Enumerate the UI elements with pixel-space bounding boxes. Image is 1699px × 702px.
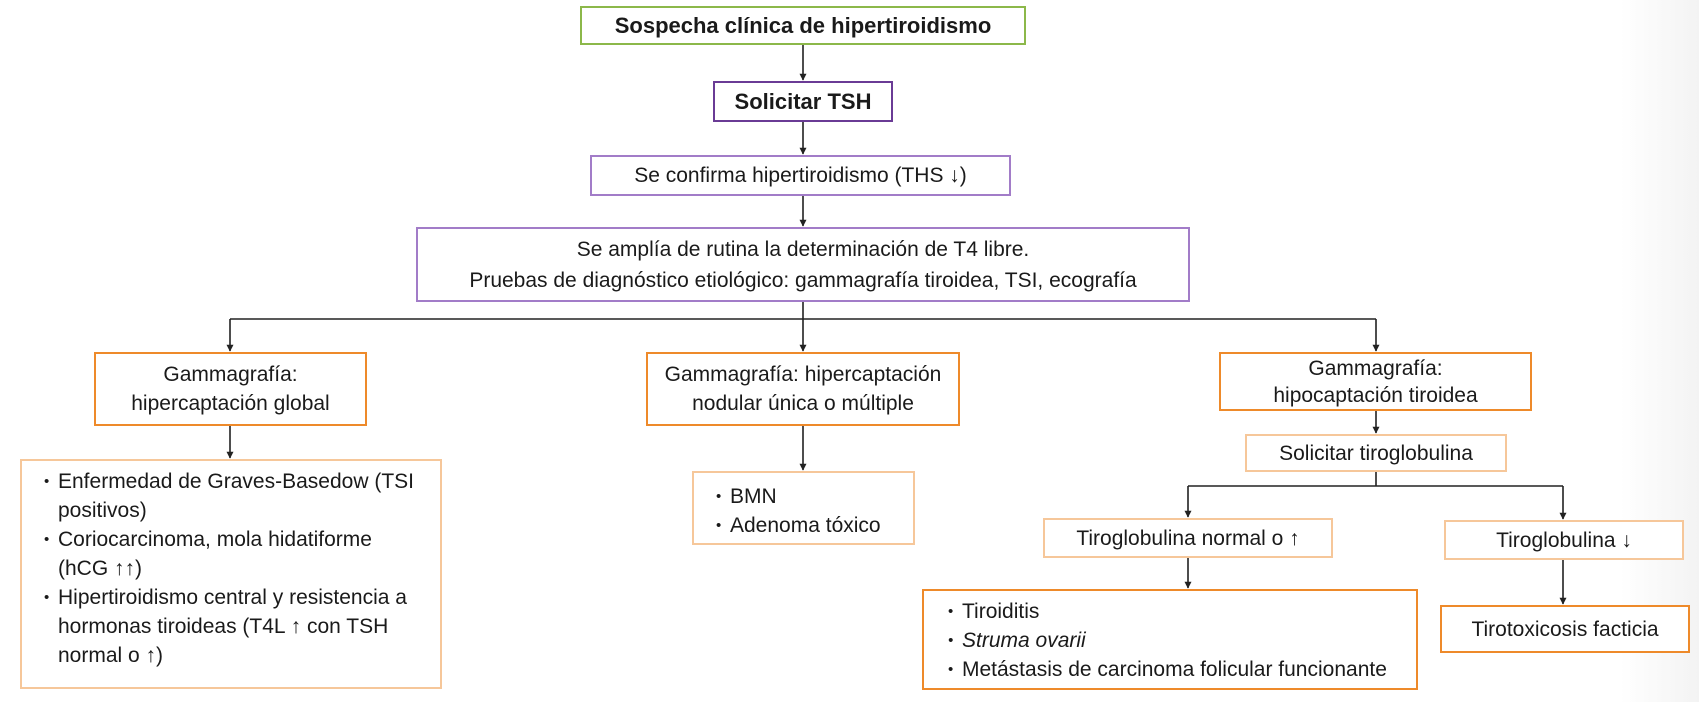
tg-normal-text: Tiroglobulina normal o ↑ (1076, 526, 1300, 550)
global-causes-list: Enfermedad de Graves-Basedow (TSI positi… (20, 459, 442, 689)
factitious-box: Tirotoxicosis facticia (1440, 605, 1690, 653)
hypo-uptake-line-2: hipocaptación tiroidea (1273, 383, 1478, 407)
global-uptake-box: Gammagrafía: hipercaptación global (94, 352, 367, 426)
tg-normal-causes-list: Tiroiditis Struma ovarii Metástasis de c… (922, 589, 1418, 690)
list-item: BMN (716, 482, 903, 511)
nodular-uptake-line-2: nodular única o múltiple (692, 392, 914, 415)
factitious-text: Tirotoxicosis facticia (1471, 617, 1659, 641)
global-uptake-line-2: hipercaptación global (131, 392, 330, 415)
suspicion-text: Sospecha clínica de hipertiroidismo (614, 13, 992, 38)
global-uptake-line-1: Gammagrafía: (163, 363, 298, 386)
request-tg-box: Solicitar tiroglobulina (1245, 434, 1507, 472)
list-item: Tiroiditis (948, 597, 1408, 626)
hypo-uptake-line-1: Gammagrafía: (1308, 356, 1443, 380)
list-item: Struma ovarii (948, 626, 1408, 655)
request-tsh-text: Solicitar TSH (734, 89, 872, 114)
extend-box: Se amplía de rutina la determinación de … (416, 227, 1190, 302)
hypo-uptake-box: Gammagrafía: hipocaptación tiroidea (1219, 352, 1532, 411)
list-item: Coriocarcinoma, mola hidatiforme (hCG ↑↑… (44, 525, 426, 583)
confirm-box: Se confirma hipertiroidismo (THS ↓) (590, 155, 1011, 196)
tg-normal-box: Tiroglobulina normal o ↑ (1043, 518, 1333, 558)
list-item: Enfermedad de Graves-Basedow (TSI positi… (44, 467, 426, 525)
list-item: Hipertiroidismo central y resistencia a … (44, 583, 426, 670)
nodular-causes-list: BMN Adenoma tóxico (692, 471, 915, 545)
list-item: Metástasis de carcinoma folicular funcio… (948, 655, 1408, 684)
request-tsh-box: Solicitar TSH (713, 81, 893, 122)
extend-line-2: Pruebas de diagnóstico etiológico: gamma… (469, 268, 1137, 292)
nodular-uptake-line-1: Gammagrafía: hipercaptación (664, 363, 942, 386)
nodular-uptake-box: Gammagrafía: hipercaptación nodular únic… (646, 352, 960, 426)
tg-low-text: Tiroglobulina ↓ (1496, 528, 1632, 552)
tg-low-box: Tiroglobulina ↓ (1444, 520, 1684, 560)
request-tg-text: Solicitar tiroglobulina (1279, 441, 1473, 465)
extend-line-1: Se amplía de rutina la determinación de … (576, 237, 1030, 261)
suspicion-box: Sospecha clínica de hipertiroidismo (580, 6, 1026, 45)
confirm-text: Se confirma hipertiroidismo (THS ↓) (634, 164, 967, 187)
list-item: Adenoma tóxico (716, 511, 903, 540)
